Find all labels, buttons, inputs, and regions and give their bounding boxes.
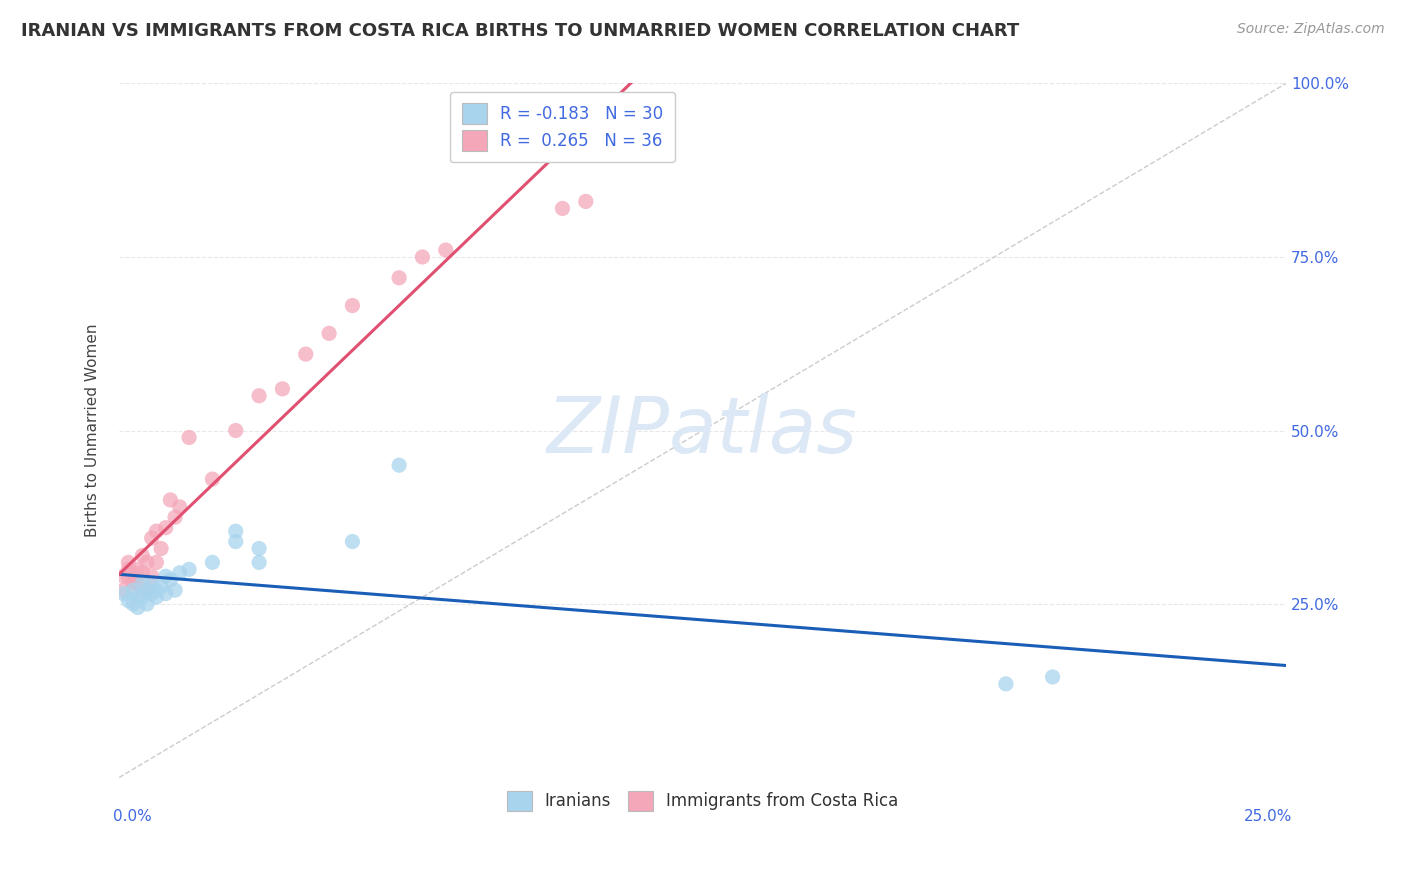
Point — [169, 500, 191, 514]
Point — [411, 250, 433, 264]
Point — [131, 566, 153, 580]
Point — [136, 597, 159, 611]
Text: ZIPatlas: ZIPatlas — [547, 392, 858, 468]
Point — [127, 562, 149, 576]
Point — [131, 576, 153, 591]
Point — [117, 569, 139, 583]
Point — [127, 576, 149, 591]
Point — [141, 587, 163, 601]
Y-axis label: Births to Unmarried Women: Births to Unmarried Women — [86, 324, 100, 537]
Point — [225, 524, 247, 538]
Legend: Iranians, Immigrants from Costa Rica: Iranians, Immigrants from Costa Rica — [501, 784, 905, 818]
Point — [112, 587, 135, 601]
Point — [145, 583, 167, 598]
Point — [112, 583, 135, 598]
Point — [117, 593, 139, 607]
Point — [294, 347, 316, 361]
Point — [112, 569, 135, 583]
Point — [141, 531, 163, 545]
Point — [342, 299, 364, 313]
Point — [201, 555, 224, 569]
Point — [177, 430, 200, 444]
Point — [155, 587, 177, 601]
Point — [434, 243, 457, 257]
Point — [122, 583, 145, 598]
Point — [122, 566, 145, 580]
Text: IRANIAN VS IMMIGRANTS FROM COSTA RICA BIRTHS TO UNMARRIED WOMEN CORRELATION CHAR: IRANIAN VS IMMIGRANTS FROM COSTA RICA BI… — [21, 22, 1019, 40]
Point — [136, 583, 159, 598]
Point — [342, 534, 364, 549]
Point — [136, 583, 159, 598]
Point — [201, 472, 224, 486]
Point — [159, 573, 181, 587]
Point — [1042, 670, 1064, 684]
Point — [141, 569, 163, 583]
Point — [127, 590, 149, 604]
Point — [145, 524, 167, 538]
Point — [155, 569, 177, 583]
Text: 0.0%: 0.0% — [114, 809, 152, 824]
Point — [150, 580, 173, 594]
Point — [575, 194, 598, 209]
Point — [551, 202, 574, 216]
Point — [145, 590, 167, 604]
Point — [225, 424, 247, 438]
Point — [388, 458, 411, 473]
Point — [247, 541, 270, 556]
Point — [225, 534, 247, 549]
Point — [150, 541, 173, 556]
Point — [159, 492, 181, 507]
Point — [122, 597, 145, 611]
Point — [141, 576, 163, 591]
Point — [318, 326, 340, 341]
Point — [177, 562, 200, 576]
Point — [247, 389, 270, 403]
Point — [169, 566, 191, 580]
Point — [145, 555, 167, 569]
Point — [165, 510, 187, 524]
Point — [117, 562, 139, 576]
Text: Source: ZipAtlas.com: Source: ZipAtlas.com — [1237, 22, 1385, 37]
Point — [388, 270, 411, 285]
Point — [131, 590, 153, 604]
Point — [122, 573, 145, 587]
Text: 25.0%: 25.0% — [1243, 809, 1292, 824]
Point — [994, 677, 1017, 691]
Point — [127, 600, 149, 615]
Point — [136, 555, 159, 569]
Point — [165, 583, 187, 598]
Point — [117, 555, 139, 569]
Point — [122, 576, 145, 591]
Point — [155, 521, 177, 535]
Point — [131, 549, 153, 563]
Point — [271, 382, 294, 396]
Point — [247, 555, 270, 569]
